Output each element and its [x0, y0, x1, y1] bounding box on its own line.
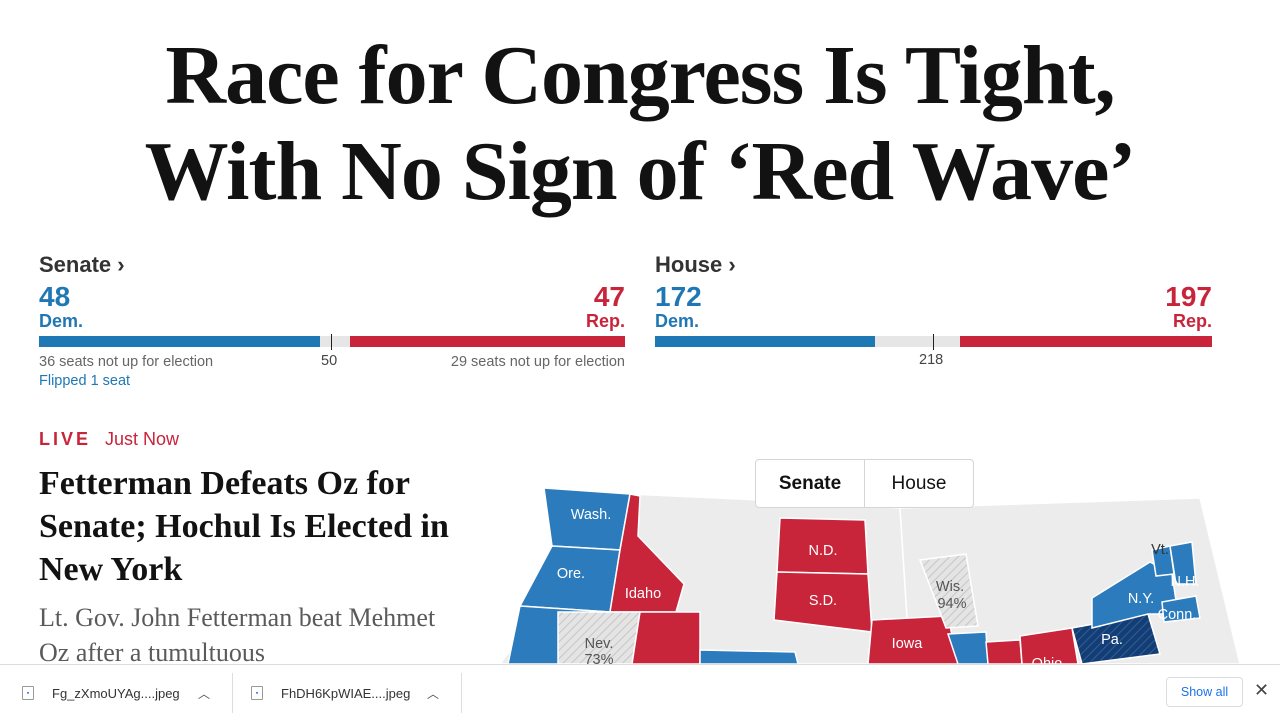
chevron-up-icon[interactable]: ︿: [427, 686, 440, 701]
close-icon[interactable]: ✕: [1254, 680, 1270, 700]
senate-rep-label: Rep.: [585, 311, 625, 331]
results-map[interactable]: Wash. Ore. Idaho Nev. 73% N.D. S.D. Wis.…: [500, 488, 1240, 664]
senate-majority-tick: [331, 334, 332, 350]
senate-dem-count: 48: [39, 281, 71, 312]
label-sd: S.D.: [809, 593, 837, 609]
state-wisconsin[interactable]: [918, 553, 979, 629]
image-file-icon: ▪: [251, 686, 263, 700]
headline[interactable]: Race for Congress Is Tight, With No Sign…: [0, 28, 1280, 220]
state-utah[interactable]: [631, 611, 701, 664]
label-idaho: Idaho: [625, 586, 661, 602]
download-separator: [461, 673, 462, 713]
state-nevada[interactable]: [557, 611, 641, 664]
senate-title-link[interactable]: Senate ›: [39, 252, 125, 277]
story-headline[interactable]: Fetterman Defeats Oz for Senate; Hochul …: [39, 465, 449, 588]
toggle-house[interactable]: House: [891, 472, 947, 494]
show-all-button[interactable]: Show all: [1166, 677, 1243, 707]
state-new-hampshire[interactable]: [1169, 541, 1197, 585]
download-filename: FhDH6KpWIAE....jpeg: [281, 685, 411, 701]
live-timestamp: Just Now: [105, 429, 180, 449]
label-ny: N.Y.: [1128, 591, 1154, 607]
state-ohio[interactable]: [1019, 627, 1079, 664]
label-nh: N.H.: [1171, 574, 1200, 590]
label-nd: N.D.: [809, 543, 838, 559]
toggle-senate[interactable]: Senate: [756, 460, 865, 507]
label-ore: Ore.: [557, 566, 585, 582]
download-filename: Fg_zXmoUYAg....jpeg: [52, 685, 180, 701]
label-conn: Conn.: [1158, 607, 1197, 623]
state-illinois[interactable]: [946, 631, 989, 664]
house-title-link[interactable]: House ›: [655, 252, 736, 277]
state-idaho[interactable]: [609, 493, 685, 613]
headline-line-1: Race for Congress Is Tight,: [165, 29, 1115, 122]
house-majority-tick: [933, 334, 934, 350]
state-connecticut[interactable]: [1161, 595, 1201, 623]
senate-majority-label: 50: [321, 353, 338, 369]
label-nev-pct: 73%: [584, 652, 613, 664]
download-item-2[interactable]: ▪ FhDH6KpWIAE....jpeg ︿: [251, 665, 439, 721]
state-iowa[interactable]: [867, 615, 959, 664]
headline-line-2: With No Sign of ‘Red Wave’: [144, 125, 1137, 218]
senate-rep-bar: [350, 336, 625, 347]
image-file-icon: ▪: [22, 686, 34, 700]
label-nev: Nev.: [585, 636, 614, 652]
download-shelf: ▪ Fg_zXmoUYAg....jpeg ︿ ▪ FhDH6KpWIAE...…: [0, 664, 1280, 721]
chevron-up-icon[interactable]: ︿: [198, 686, 211, 701]
house-dem-bar: [655, 336, 875, 347]
senate-tracker[interactable]: Senate › 48 Dem. 47 Rep. 36 seats not up…: [39, 252, 625, 392]
house-majority-label: 218: [919, 352, 944, 368]
senate-rep-count: 47: [593, 281, 625, 312]
senate-dem-note: 36 seats not up for election: [39, 354, 214, 370]
label-wis-pct: 94%: [937, 596, 966, 612]
map-toggle[interactable]: Senate House: [755, 459, 974, 508]
house-dem-label: Dem.: [655, 311, 700, 331]
label-wis: Wis.: [936, 579, 964, 595]
state-indiana[interactable]: [985, 639, 1023, 664]
live-label: LIVE Just Now: [39, 429, 179, 450]
house-rep-label: Rep.: [1172, 311, 1212, 331]
map-background-east: [899, 497, 1240, 664]
story-summary: Lt. Gov. John Fetterman beat Mehmet Oz a…: [39, 603, 436, 667]
label-ohio: Ohio: [1032, 656, 1063, 664]
senate-bar-track: [39, 336, 625, 347]
senate-flipped-note: Flipped 1 seat: [39, 373, 131, 389]
state-colorado[interactable]: [699, 649, 799, 664]
senate-dem-bar: [39, 336, 320, 347]
download-separator: [232, 673, 233, 713]
house-tracker[interactable]: House › 172 Dem. 197 Rep. 218: [655, 252, 1212, 372]
house-rep-count: 197: [1165, 281, 1212, 312]
house-rep-bar: [960, 336, 1212, 347]
label-pa: Pa.: [1101, 632, 1123, 648]
label-iowa: Iowa: [892, 636, 924, 652]
live-tag: LIVE: [39, 429, 92, 449]
label-wash: Wash.: [571, 507, 612, 523]
house-dem-count: 172: [655, 281, 702, 312]
senate-dem-label: Dem.: [39, 311, 84, 331]
senate-rep-note: 29 seats not up for election: [450, 354, 625, 370]
download-item-1[interactable]: ▪ Fg_zXmoUYAg....jpeg ︿: [22, 665, 210, 721]
label-vt: Vt.: [1151, 542, 1169, 558]
